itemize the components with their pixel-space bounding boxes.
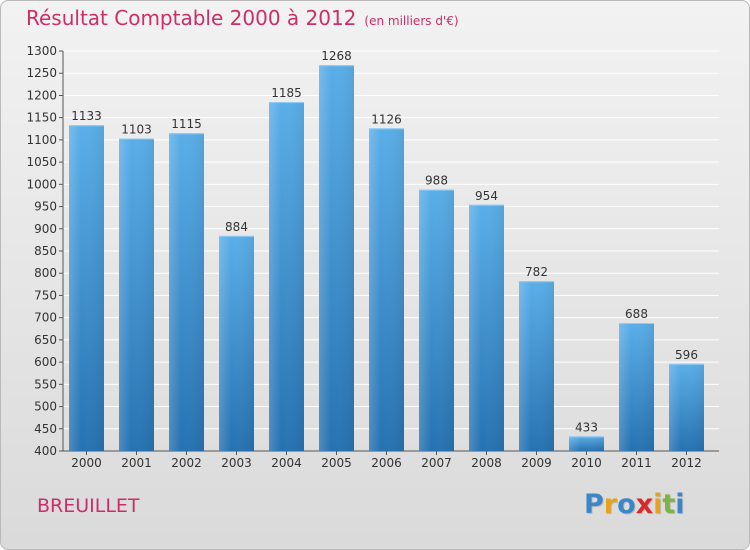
y-tick-label: 1150: [26, 111, 57, 125]
y-tick-label: 850: [34, 244, 57, 258]
x-tick-label: 2000: [71, 456, 102, 470]
logo-letter: P: [584, 489, 604, 520]
bars: 1133 1103 1115 884 1185 1268 1126 988 954 782 433 6…: [69, 49, 704, 452]
bar-group: 688: [619, 307, 654, 451]
bar-value-label: 596: [675, 348, 698, 362]
x-tick-label: 2011: [621, 456, 652, 470]
y-tick-label: 800: [34, 266, 57, 280]
y-tick-label: 700: [34, 311, 57, 325]
x-tick-label: 2007: [421, 456, 452, 470]
logo-letter: o: [617, 489, 636, 520]
bar-shading: [219, 235, 254, 451]
x-tick-label: 2006: [371, 456, 402, 470]
bar-group: 1185: [269, 86, 304, 451]
bar-value-label: 1268: [321, 49, 352, 63]
logo-letter: i: [675, 489, 685, 520]
place-name: BREUILLET: [37, 495, 140, 517]
bar-shading: [669, 363, 704, 451]
y-tick-label: 1000: [26, 177, 57, 191]
bar-shading: [69, 125, 104, 451]
y-tick-label: 750: [34, 288, 57, 302]
x-tick-label: 2001: [121, 456, 152, 470]
bar-value-label: 688: [625, 307, 648, 321]
y-axis: 400 450 500 550 600 650 700 750 800 850 900 950 1000…: [26, 44, 719, 458]
bar-shading: [369, 128, 404, 451]
bar-value-label: 1185: [271, 86, 302, 100]
bar-value-label: 782: [525, 265, 548, 279]
bar-group: 988: [419, 174, 454, 451]
bar-value-label: 433: [575, 420, 598, 434]
proxiti-logo: Proxiti: [584, 489, 685, 520]
y-tick-label: 500: [34, 400, 57, 414]
bar-value-label: 1126: [371, 112, 402, 126]
x-tick-label: 2005: [321, 456, 352, 470]
bar-group: 433: [569, 420, 604, 451]
chart-title-text: Résultat Comptable 2000 à 2012: [26, 6, 357, 30]
bar-value-label: 954: [475, 189, 498, 203]
bar-group: 782: [519, 265, 554, 451]
bar-shading: [419, 189, 454, 451]
bar-shading: [619, 323, 654, 451]
y-tick-label: 1250: [26, 66, 57, 80]
logo-letter: i: [653, 489, 663, 520]
bar-shading: [519, 281, 554, 451]
bar-group: 1126: [369, 112, 404, 451]
bar-group: 1115: [169, 117, 204, 451]
y-tick-label: 650: [34, 333, 57, 347]
x-tick-label: 2009: [521, 456, 552, 470]
x-tick-label: 2003: [221, 456, 252, 470]
y-tick-label: 450: [34, 422, 57, 436]
bar-group: 1103: [119, 123, 154, 452]
bar-group: 954: [469, 189, 504, 451]
bar-value-label: 884: [225, 220, 248, 234]
logo-letter: t: [662, 489, 676, 520]
bar-value-label: 1115: [171, 117, 202, 131]
chart-title: Résultat Comptable 2000 à 2012 (en millie…: [26, 6, 459, 30]
bar-group: 596: [669, 348, 704, 451]
logo-letter: x: [635, 489, 654, 520]
bar-value-label: 1133: [71, 109, 102, 123]
logo-letter: r: [603, 489, 618, 520]
x-tick-label: 2002: [171, 456, 202, 470]
bar-shading: [119, 138, 154, 452]
y-tick-label: 1100: [26, 133, 57, 147]
y-tick-label: 1300: [26, 44, 57, 58]
bar-shading: [169, 133, 204, 451]
bar-value-label: 988: [425, 174, 448, 188]
x-tick-label: 2012: [671, 456, 702, 470]
y-tick-label: 400: [34, 444, 57, 458]
bar-shading: [269, 102, 304, 451]
x-tick-label: 2004: [271, 456, 302, 470]
y-tick-label: 950: [34, 200, 57, 214]
bar-group: 1268: [319, 49, 354, 451]
y-tick-label: 900: [34, 222, 57, 236]
x-axis: 2000 2001 2002 2003 2004 2005 2006 2007 2008 2009…: [71, 451, 702, 470]
bar-group: 1133: [69, 109, 104, 451]
bar-group: 884: [219, 220, 254, 451]
y-tick-label: 600: [34, 355, 57, 369]
x-tick-label: 2008: [471, 456, 502, 470]
x-tick-label: 2010: [571, 456, 602, 470]
bar-shading: [569, 436, 604, 451]
y-tick-label: 550: [34, 377, 57, 391]
bar-value-label: 1103: [121, 123, 152, 137]
bar-shading: [469, 204, 504, 451]
chart-unit: (en milliers d'€): [364, 14, 459, 28]
bar-shading: [319, 65, 354, 451]
y-tick-label: 1200: [26, 88, 57, 102]
y-tick-label: 1050: [26, 155, 57, 169]
